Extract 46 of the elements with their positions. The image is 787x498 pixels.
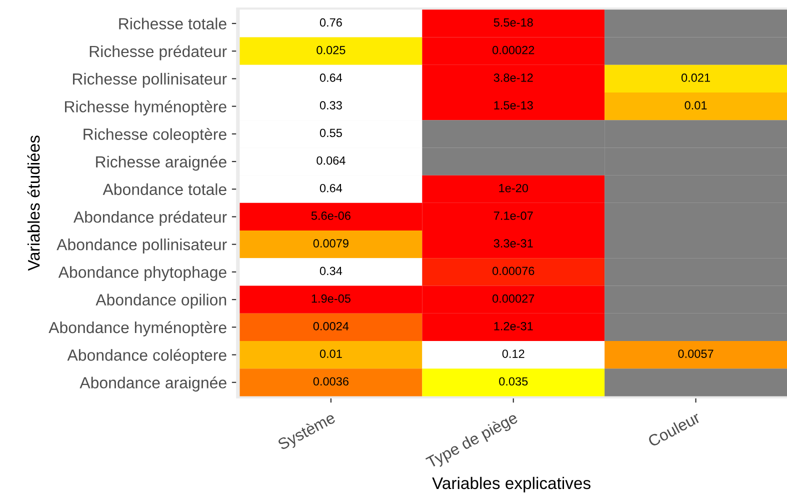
data-label: 1.2e-31 <box>494 322 533 330</box>
data-label: 3.8e-12 <box>494 74 533 82</box>
data-label: 0.00076 <box>492 266 534 276</box>
y-tick-label: Richesse totale <box>119 18 226 30</box>
data-label: 0.00027 <box>492 294 534 303</box>
data-label: 0.33 <box>320 101 342 110</box>
data-label: 0.00022 <box>492 46 534 54</box>
data-label: 3.3e-31 <box>494 239 533 248</box>
data-label: 0.064 <box>316 156 346 165</box>
y-tick-label: Richesse prédateur <box>90 45 227 60</box>
y-tick-label: Richesse coleoptère <box>84 128 226 144</box>
y-tick-label: Richesse hyménoptère <box>65 100 226 116</box>
data-label: 0.0024 <box>313 322 349 330</box>
data-label: 0.01 <box>320 350 342 358</box>
data-label: 0.01 <box>684 101 707 110</box>
data-label: 0.76 <box>320 18 342 27</box>
y-tick-label: Abondance phytophage <box>58 266 226 282</box>
x-tick-label: Type de piège <box>425 411 520 472</box>
y-tick-label: Abondance hyménoptère <box>48 321 226 336</box>
data-label: 0.64 <box>320 74 342 82</box>
data-label: 5.5e-18 <box>494 18 533 27</box>
data-label: 0.12 <box>502 350 524 358</box>
data-label: 1e-20 <box>499 184 528 192</box>
data-label: 5.6e-06 <box>311 212 350 220</box>
y-axis-title: Variables étudiées <box>27 136 40 271</box>
data-label: 1.5e-13 <box>494 101 533 110</box>
y-tick-label: Abondance totale <box>102 183 226 196</box>
x-axis-title: Variables explicatives <box>432 476 590 492</box>
y-tick-label: Richesse pollinisateur <box>73 72 227 88</box>
data-label: 0.025 <box>316 46 346 54</box>
y-tick-label: Abondance coléoptere <box>67 348 226 364</box>
data-label: 0.0079 <box>313 239 348 248</box>
y-tick-label: Abondance araignée <box>80 376 226 392</box>
data-label: 0.34 <box>320 266 342 276</box>
y-tick-label: Abondance prédateur <box>73 210 227 226</box>
data-label: 0.55 <box>320 128 342 138</box>
data-label: 0.0057 <box>678 350 714 358</box>
data-label: 0.035 <box>499 377 528 386</box>
data-label: 0.64 <box>320 184 342 192</box>
data-label: 1.9e-05 <box>312 294 350 303</box>
data-label: 0.021 <box>681 74 710 82</box>
data-label: 7.1e-07 <box>494 212 533 220</box>
y-tick-label: Richesse araignée <box>96 156 226 171</box>
y-tick-label: Abondance pollinisateur <box>56 238 227 254</box>
y-tick-label: Abondance opilion <box>96 294 226 309</box>
data-label: 0.0036 <box>313 377 348 386</box>
